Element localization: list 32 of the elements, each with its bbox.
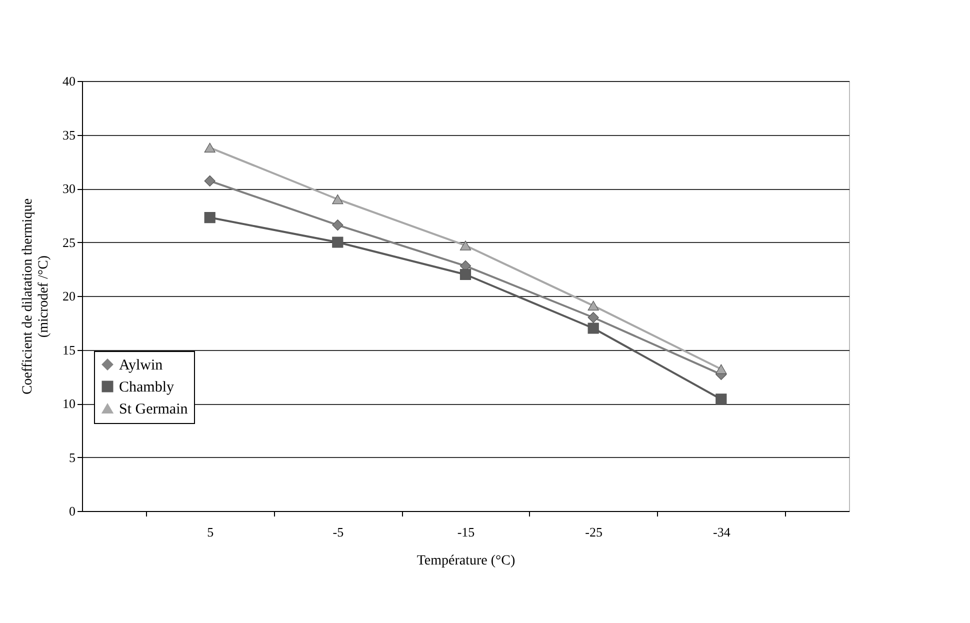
point [588,300,599,311]
y-tick-label: 30 [62,181,76,196]
point [588,322,599,334]
y-tick-label: 25 [62,234,76,250]
x-tick-label: -34 [712,524,731,540]
y-tick-label: 15 [62,342,76,358]
y-tick-label: 20 [62,288,76,304]
x-tick-label: -5 [332,524,344,540]
x-tick-label: -25 [585,524,603,540]
legend-label: Aylwin [119,358,164,374]
y-tick-label: 5 [69,450,76,465]
y-tick-label: 40 [62,74,76,88]
point [716,394,727,405]
x-tick-label: 5 [207,524,214,540]
y-tick-label: 10 [62,396,76,411]
x-tick-label: -15 [457,524,475,540]
point [204,175,216,187]
x-axis-title: Température (°C) [416,554,516,568]
point [716,364,727,374]
point [588,312,599,324]
legend-label: St Germain [119,402,188,418]
point [332,194,344,204]
legend-label: Chambly [119,380,174,396]
point [460,240,472,250]
y-tick-label: 0 [69,504,76,518]
point [460,268,472,280]
point [332,220,344,231]
point [204,142,216,152]
point [204,212,216,224]
y-axis-title: Coefficient de dilatation thermique (microdef /°C) [20,198,52,395]
y-tick-label: 35 [62,127,76,142]
point [332,236,344,248]
